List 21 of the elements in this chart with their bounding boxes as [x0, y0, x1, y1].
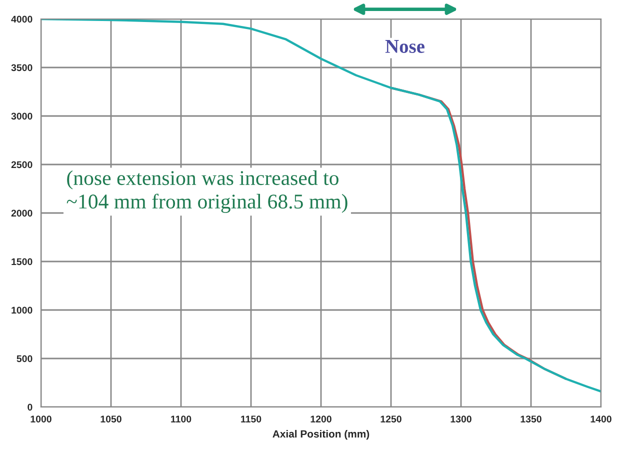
y-tick-label: 1500: [12, 258, 32, 266]
x-axis-title: Axial Position (mm): [272, 430, 370, 440]
x-tick-label: 1000: [30, 416, 52, 422]
y-tick-label: 500: [16, 355, 32, 362]
y-tick-label: 2500: [11, 161, 32, 168]
annotation: (nose extension was increased to ~104 mm from original 68.5 mm): [66, 170, 348, 213]
x-tick-label: 1300: [450, 416, 472, 422]
x-tick-label: 1150: [241, 416, 262, 422]
y-tick-label: 3000: [11, 112, 32, 120]
y-tick-label: 0: [28, 404, 32, 411]
y-tick-label: 2000: [11, 210, 32, 217]
x-tick-label: 1400: [590, 416, 612, 422]
x-tick-label: 1050: [100, 416, 122, 422]
y-tick-label: 3500: [11, 64, 32, 72]
x-tick-label: 1350: [520, 416, 542, 422]
y-tick-label: 1000: [12, 306, 32, 314]
x-tick-label: 1200: [310, 416, 332, 422]
x-tick-label: 1250: [380, 416, 402, 422]
x-tick-label: 1100: [171, 416, 192, 422]
annotation: Nose: [385, 40, 424, 53]
y-tick-label: 4000: [11, 16, 32, 23]
